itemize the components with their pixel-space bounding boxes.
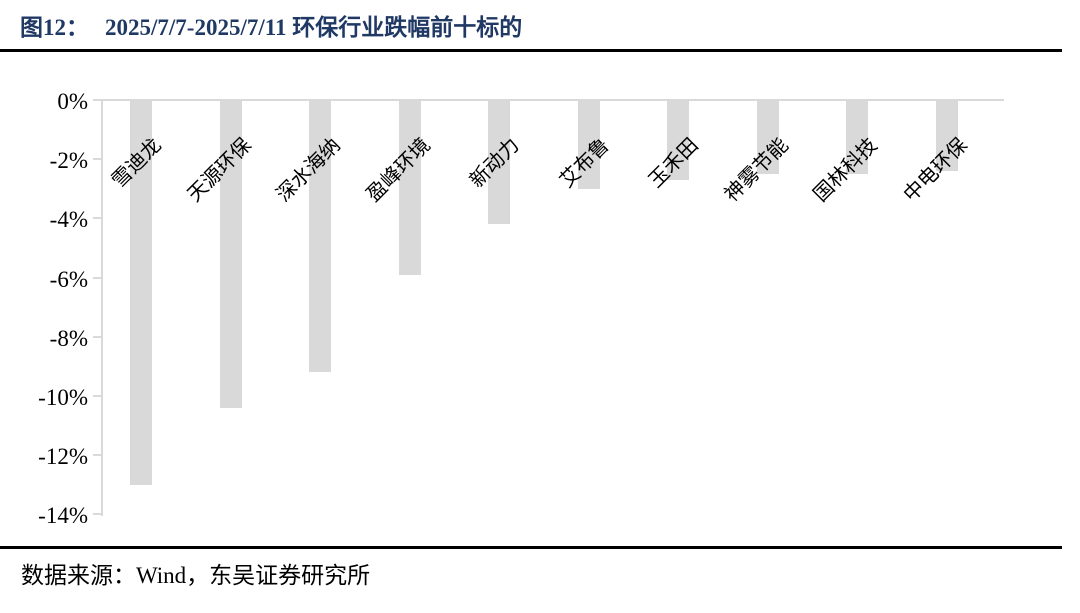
y-axis-tick: [93, 454, 101, 457]
y-axis-tick: [93, 158, 101, 161]
x-axis-baseline: [101, 99, 1004, 101]
chart-bar-4: [398, 100, 421, 275]
y-axis-line: [101, 100, 103, 517]
y-axis-tick-label: 0%: [57, 89, 88, 114]
chart-bar-3: [309, 100, 331, 373]
chart-bar-10: [935, 100, 958, 172]
y-axis-tick-label: -14%: [38, 503, 88, 529]
title-divider-line: [0, 49, 1062, 52]
chart-bar-2: [219, 100, 242, 408]
data-source-note: 数据来源：Wind，东吴证券研究所: [21, 563, 371, 588]
chart-bar-6: [577, 100, 600, 189]
y-axis-tick-label: -8%: [49, 325, 88, 351]
y-axis-tick: [93, 335, 101, 338]
chart-bar-7: [667, 100, 689, 180]
y-axis-tick-label: -6%: [49, 266, 88, 292]
y-axis-tick: [93, 395, 101, 397]
y-axis-tick: [93, 217, 101, 220]
y-axis-tick-label: -4%: [49, 207, 88, 233]
footer-divider-line: [0, 546, 1062, 549]
chart-bar-9: [846, 100, 868, 174]
y-axis-tick-label: -12%: [38, 444, 88, 470]
chart-bar-8: [756, 100, 779, 174]
y-axis-tick-label: -10%: [38, 385, 88, 410]
figure-number-label: 图12：: [20, 15, 89, 40]
figure-title-text: 2025/7/7-2025/7/11 环保行业跌幅前十标的: [105, 15, 523, 40]
chart-bar-5: [488, 100, 510, 225]
y-axis-tick: [93, 276, 101, 279]
y-axis-tick: [93, 513, 101, 516]
chart-bar-1: [130, 100, 152, 485]
y-axis-tick-label: -2%: [49, 148, 88, 174]
y-axis-tick: [93, 99, 101, 101]
figure-title: 图12： 2025/7/7-2025/7/11 环保行业跌幅前十标的: [20, 8, 522, 42]
